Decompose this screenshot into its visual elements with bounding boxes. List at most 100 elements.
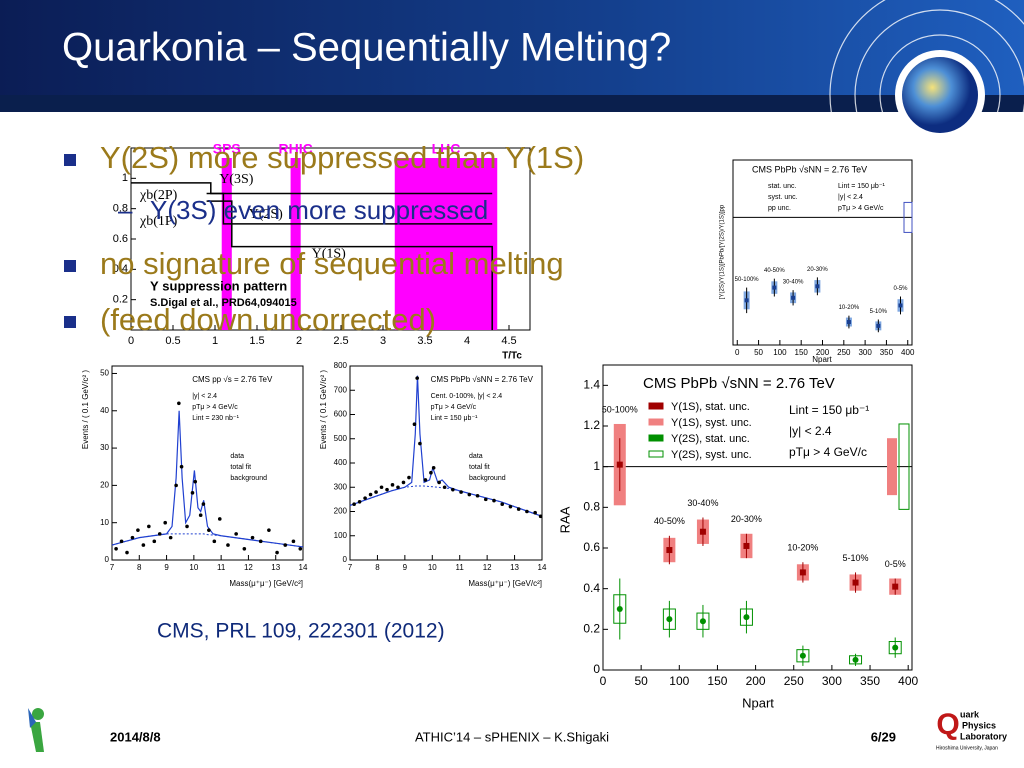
- reference: S.Digal et al., PRD64,094015: [150, 297, 297, 309]
- data-point: [815, 284, 820, 289]
- y-tick-label: 1.4: [583, 378, 600, 392]
- data-point: [190, 491, 195, 495]
- data-point: [201, 502, 206, 506]
- centrality-label: 0-5%: [885, 559, 906, 569]
- plot-title: CMS PbPb √sNN = 2.76 TeV: [752, 164, 867, 174]
- x-tick-label: 11: [456, 563, 465, 572]
- x-tick-label: 3.5: [417, 335, 432, 347]
- band-label: RHIC: [279, 141, 313, 157]
- x-tick-label: 8: [137, 563, 142, 572]
- data-point: [429, 470, 433, 475]
- info-text: pTμ > 4 GeV/c: [431, 404, 477, 411]
- centrality-label: 10-20%: [839, 305, 860, 311]
- data-point: [852, 579, 859, 586]
- logo-line: Hiroshima University, Japan: [936, 745, 998, 751]
- data-point: [298, 547, 303, 551]
- info-text: Lint = 150 μb⁻¹: [838, 183, 886, 190]
- y-tick-label: 0.4: [583, 581, 600, 595]
- sub-bullet-marker: –: [118, 195, 133, 225]
- data-point: [533, 510, 537, 515]
- plots: 0 0.5 1 1.5 2 2.5 3 3.5 4 4.5 0.2 0.4 0.6 0.8 1 SPS RHIC…: [81, 141, 918, 711]
- y-axis-title: Events / ( 0.1 GeV/c² ): [319, 370, 328, 449]
- info-text: Lint = 230 nb⁻¹: [192, 415, 239, 422]
- data-point: [379, 485, 384, 490]
- legend-swatch: [648, 450, 664, 458]
- legend-entry: total fit: [469, 464, 490, 471]
- data-point: [475, 493, 480, 498]
- y-axis-title: RAA: [557, 506, 572, 533]
- plot-frame: [732, 159, 913, 346]
- legend-entry: data: [469, 453, 483, 460]
- data-point: [451, 487, 455, 492]
- y-tick-label: 700: [334, 385, 348, 394]
- legend-entry: pp unc.: [768, 205, 791, 212]
- data-point: [374, 490, 378, 494]
- logo-line: uark: [960, 709, 980, 719]
- data-point: [401, 480, 406, 485]
- slide-title: Quarkonia – Sequentially Melting?: [62, 26, 671, 70]
- y-tick-label: 0.8: [113, 203, 128, 215]
- x-tick-label: 4: [464, 335, 470, 347]
- data-point: [291, 539, 296, 544]
- x-tick-label: 100: [669, 674, 689, 688]
- header-rings: [829, 0, 1024, 206]
- melting-band: [290, 158, 301, 330]
- data-point: [666, 547, 673, 554]
- curve-label: Υ(2S): [249, 207, 284, 222]
- data-point: [772, 285, 777, 290]
- background-curve: [349, 485, 543, 517]
- x-tick-label: 300: [858, 348, 872, 357]
- data-point: [852, 656, 859, 663]
- data-point: [136, 528, 140, 532]
- logo-letter: Q: [936, 708, 959, 741]
- data-point: [275, 550, 279, 555]
- x-tick-label: 0: [128, 335, 134, 347]
- state-label: χb(2P): [139, 188, 178, 203]
- data-point: [508, 504, 513, 509]
- data-point: [876, 323, 881, 328]
- legend-swatch: [648, 402, 664, 410]
- data-point: [157, 532, 162, 536]
- y-tick-label: 800: [334, 361, 348, 370]
- bullet-text: Υ(2S) more suppressed than Υ(1S): [100, 140, 584, 175]
- x-tick-label: 12: [244, 563, 253, 572]
- data-point: [525, 509, 529, 514]
- data-point: [363, 496, 367, 500]
- x-tick-label: 250: [837, 348, 851, 357]
- data-point: [207, 528, 211, 532]
- y-tick-label: 50: [100, 369, 109, 378]
- info-text: |y| < 2.4: [838, 194, 863, 201]
- bullet-square: [64, 260, 76, 272]
- y-axis-title: [Υ(2S)/Υ(1S)]PbPb/[Υ(2S)/Υ(1S)]pp: [720, 204, 726, 299]
- legend-swatch: [648, 418, 664, 426]
- y-tick-label: 1: [122, 172, 128, 184]
- data-point: [250, 535, 255, 540]
- centrality-label: 5-10%: [870, 309, 888, 315]
- legend-swatch: [648, 434, 664, 442]
- y-tick-label: 40: [100, 406, 109, 415]
- data-point: [130, 535, 135, 540]
- data-point: [226, 543, 230, 547]
- x-tick-label: 2: [296, 335, 302, 347]
- suppression-curve: [131, 182, 493, 195]
- header-band: [0, 0, 1024, 95]
- footer-date: 2014/8/8: [110, 729, 161, 744]
- data-point: [799, 569, 806, 576]
- plot-frame: [111, 365, 304, 561]
- y-tick-label: 0: [105, 555, 110, 564]
- data-point: [743, 542, 750, 549]
- x-tick-label: 400: [898, 674, 918, 688]
- data-point: [437, 480, 441, 485]
- data-point: [368, 492, 373, 497]
- data-point: [217, 517, 222, 521]
- x-tick-label: 350: [880, 348, 894, 357]
- info-text: Lint = 150 μb⁻¹: [431, 415, 479, 422]
- data-point: [616, 606, 623, 612]
- curve-label: Υ(1S): [312, 246, 347, 261]
- x-axis-title: Npart: [742, 695, 774, 710]
- data-point: [114, 547, 118, 551]
- header-stripe: [0, 95, 1024, 112]
- legend-entry: Υ(1S), stat. unc.: [671, 401, 750, 413]
- logo-line: Physics: [962, 720, 996, 730]
- x-tick-label: 1: [212, 335, 218, 347]
